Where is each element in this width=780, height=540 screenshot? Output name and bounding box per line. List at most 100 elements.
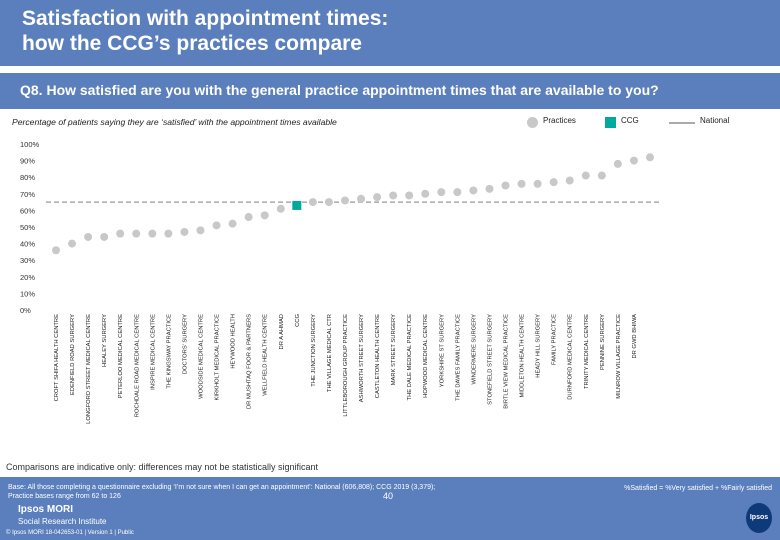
copyright-text: © Ipsos MORI 18-042653-01 | Version 1 | …: [6, 530, 134, 536]
practice-name-label: TRINITY MEDICAL CENTRE: [584, 314, 590, 389]
practice-marker: [132, 229, 141, 238]
practice-marker: [116, 229, 125, 238]
y-tick-label: 40%: [20, 240, 35, 249]
footer-bar: Base: All those completing a questionnai…: [0, 477, 780, 540]
practice-name-label: PETERLOO MEDICAL CENTRE: [118, 314, 124, 398]
practice-marker: [469, 186, 478, 195]
practice-name-label: THE VILLAGE MEDICAL CTR: [327, 314, 333, 392]
legend-practices-label: Practices: [543, 116, 576, 125]
practice-name-label: THE KINGSWAY PRACTICE: [166, 314, 172, 389]
practice-marker: [357, 194, 366, 203]
practice-name-label: MILNROW VILLAGE PRACTICE: [616, 314, 622, 399]
practice-name-label: WOODSIDE MEDICAL CENTRE: [198, 314, 204, 399]
base-line-2: Practice bases range from 62 to 126: [8, 493, 121, 500]
practice-marker: [196, 226, 205, 235]
practice-marker: [501, 181, 510, 190]
y-tick-label: 30%: [20, 256, 35, 265]
practice-marker: [549, 178, 558, 187]
practice-marker: [276, 204, 285, 213]
ipsos-mori-logo: Ipsos MORI: [18, 504, 74, 515]
practice-marker: [340, 196, 349, 205]
practice-name-label: MIDDLETON HEALTH CENTRE: [520, 314, 526, 398]
satisfaction-chart: 100% 90% 80% 70% 60% 50% 40% 30% 20% 10% 0% CROFT S…: [20, 140, 660, 424]
practice-name-label: DURNFORD MEDICAL CENTRE: [568, 314, 574, 400]
base-text: Base: All those completing a questionnai…: [8, 483, 435, 501]
practice-name-label: HEADY HILL SURGERY: [536, 314, 542, 378]
practice-name-label: KIRKHOLT MEDICAL PRACTICE: [215, 314, 221, 401]
practice-name-label: INSPIRE MEDICAL CENTRE: [150, 314, 156, 390]
practice-name-label: ROCHDALE ROAD MEDICAL CENTRE: [134, 314, 140, 417]
y-tick-label: 10%: [20, 289, 35, 298]
practice-name-label: LITTLEBOROUGH GROUP PRACTICE: [343, 314, 349, 417]
comparison-note: Comparisons are indicative only: differe…: [6, 462, 318, 472]
practice-marker: [565, 176, 574, 185]
base-line-1: Base: All those completing a questionnai…: [8, 484, 436, 491]
ccg-category-label: CCG: [295, 314, 301, 327]
practice-marker: [597, 171, 606, 180]
practice-marker: [646, 153, 654, 162]
page-title: Satisfaction with appointment times: how…: [22, 6, 622, 56]
practice-name-label: MARK STREET SURGERY: [391, 314, 397, 385]
legend-ccg-marker: [605, 117, 616, 128]
legend-practices-marker: [527, 117, 538, 128]
practice-marker: [228, 219, 237, 228]
practice-name-label: ASHWORTH STREET SURGERY: [359, 314, 365, 402]
practice-marker: [260, 211, 269, 220]
practice-name-label: HEALEY SURGERY: [102, 314, 108, 367]
practice-marker: [164, 229, 173, 238]
practice-marker: [437, 188, 446, 197]
practice-name-label: WINDERMERE SURGERY: [471, 314, 477, 385]
practice-marker: [68, 239, 77, 248]
y-tick-label: 80%: [20, 173, 35, 182]
practice-name-label: HEYWOOD HEALTH: [231, 314, 237, 369]
question-text: Q8. How satisfied are you with the gener…: [20, 82, 659, 98]
practice-name-label: DR MUSHTAQ FOOR & PARTNERS: [247, 314, 253, 409]
page-number: 40: [383, 491, 394, 501]
practice-name-label: WELLFIELD HEALTH CENTRE: [263, 314, 269, 396]
header-banner: Satisfaction with appointment times: how…: [0, 0, 780, 66]
practice-marker: [100, 232, 109, 241]
practice-name-label: HOPWOOD MEDICAL CENTRE: [423, 314, 429, 398]
practice-name-label: THE DALE MEDICAL PRACTICE: [407, 314, 413, 401]
practice-marker: [244, 213, 253, 222]
practice-name-label: BIRTLE VIEW MEDICAL PRACTICE: [504, 314, 510, 409]
ccg-marker: [292, 200, 302, 210]
practice-marker: [212, 221, 221, 230]
practice-marker: [453, 188, 462, 197]
title-line-1: Satisfaction with appointment times:: [22, 7, 389, 30]
legend-national-line: [669, 122, 695, 124]
practice-name-label: PENNINE SURGERY: [600, 314, 606, 370]
practice-marker: [180, 227, 189, 236]
ipsos-badge: Ipsos: [746, 503, 772, 533]
practice-name-label: FAMILY PRACTICE: [552, 314, 558, 365]
practice-marker: [629, 156, 638, 165]
practice-name-label: THE DAWES FAMILY PRACTICE: [455, 314, 461, 401]
y-tick-label: 0%: [20, 306, 31, 315]
title-line-2: how the CCG’s practices compare: [22, 32, 362, 55]
practice-marker: [84, 232, 93, 241]
practice-name-label: DOCTORS' SURGERY: [182, 314, 188, 374]
practice-name-label: DR A AHMAD: [279, 314, 285, 349]
y-tick-label: 90%: [20, 157, 35, 166]
practice-name-label: LONGFORD STREET MEDICAL CENTRE: [86, 314, 92, 424]
y-tick-label: 70%: [20, 190, 35, 199]
legend-ccg-label: CCG: [621, 116, 639, 125]
practice-marker: [613, 159, 622, 168]
practice-marker: [389, 191, 398, 200]
practice-marker: [517, 179, 526, 188]
practice-name-label: THE JUNCTION SURGERY: [311, 314, 317, 387]
y-tick-label: 20%: [20, 273, 35, 282]
practice-name-label: CASTLETON HEALTH CENTRE: [375, 314, 381, 398]
practice-marker: [324, 198, 333, 207]
practice-name-label: DR GWD BHIWA: [632, 314, 638, 359]
question-banner: Q8. How satisfied are you with the gener…: [0, 73, 780, 109]
practice-marker: [148, 229, 157, 238]
practice-name-label: CROFT SHIFA HEALTH CENTRE: [54, 314, 60, 402]
legend-national-label: National: [700, 116, 730, 125]
practice-marker: [581, 171, 590, 180]
satisfied-formula: %Satisfied = %Very satisfied + %Fairly s…: [624, 485, 772, 492]
practice-name-label: YORKSHIRE ST SURGERY: [439, 314, 445, 387]
practice-marker: [308, 198, 317, 207]
chart-subtitle: Percentage of patients saying they are ‘…: [12, 117, 337, 127]
practice-name-label: STONEFIELD STREET SURGERY: [487, 314, 493, 405]
